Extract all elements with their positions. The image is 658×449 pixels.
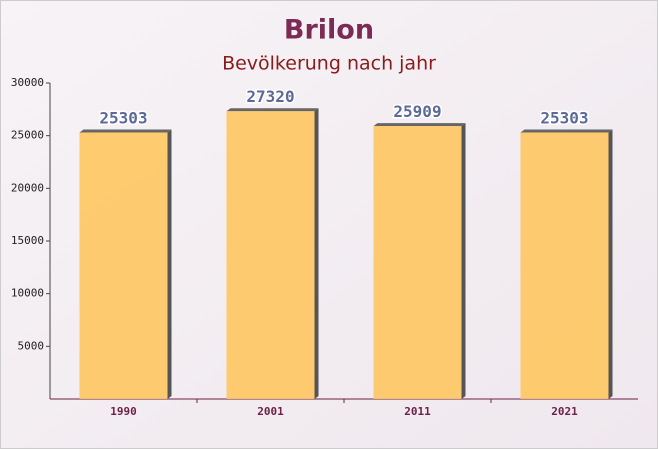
- bar: [520, 132, 609, 399]
- value-label: 25303: [540, 108, 588, 127]
- y-tick-label: 20000: [11, 181, 44, 194]
- bar-shadow: [520, 129, 613, 133]
- bar-shadow: [608, 129, 613, 399]
- x-tick-label: 2001: [257, 405, 284, 418]
- bar-shadow: [167, 129, 172, 399]
- y-tick-label: 15000: [11, 234, 44, 247]
- bar: [226, 111, 315, 399]
- bar-shadow: [461, 123, 466, 400]
- bar: [79, 132, 168, 399]
- x-tick-label: 1990: [110, 405, 137, 418]
- value-label: 25303: [99, 108, 147, 127]
- value-label: 27320: [246, 87, 294, 106]
- bar-shadow: [79, 129, 172, 133]
- y-tick-label: 30000: [11, 76, 44, 89]
- x-tick-label: 2021: [551, 405, 578, 418]
- y-tick-label: 10000: [11, 287, 44, 300]
- chart-subtitle: Bevölkerung nach jahr: [222, 53, 436, 75]
- bar-shadow: [314, 108, 319, 399]
- chart-title: Brilon: [284, 15, 374, 46]
- y-tick-label: 25000: [11, 129, 44, 142]
- bar-shadow: [226, 108, 319, 112]
- bar-shadow: [373, 123, 466, 127]
- x-tick-label: 2011: [404, 405, 431, 418]
- bar: [373, 126, 462, 400]
- y-tick-label: 5000: [18, 339, 45, 352]
- value-label: 25909: [393, 102, 441, 121]
